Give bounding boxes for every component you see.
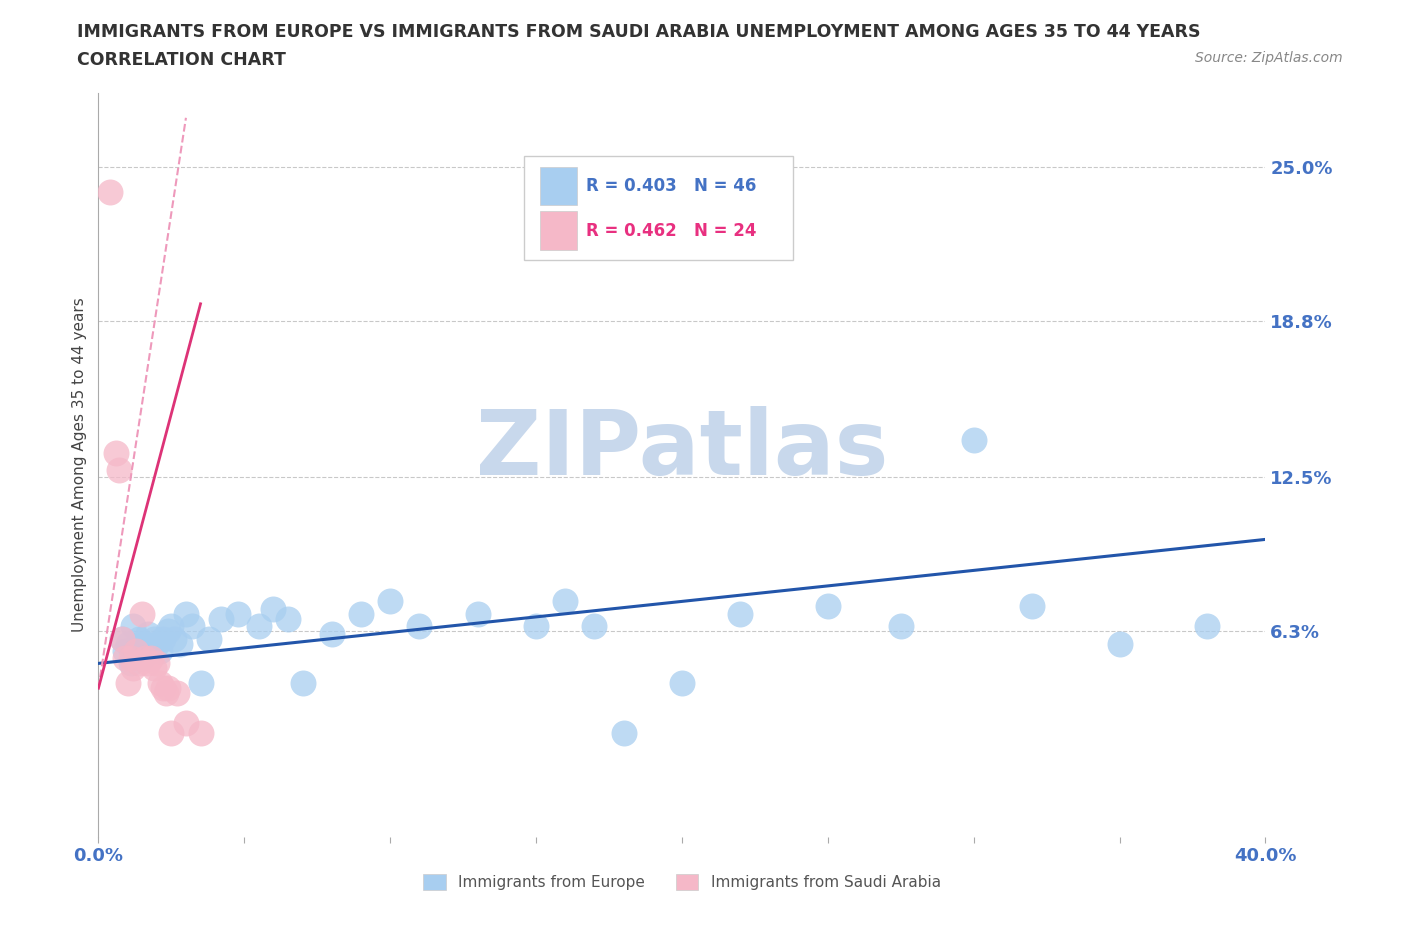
Point xyxy=(524,618,547,633)
Point xyxy=(122,661,145,676)
Point xyxy=(180,618,202,633)
Point xyxy=(163,631,186,646)
Point xyxy=(198,631,221,646)
Point xyxy=(134,636,156,651)
Point xyxy=(114,651,136,666)
Point xyxy=(247,618,270,633)
Point xyxy=(166,685,188,700)
Point xyxy=(146,656,169,671)
Point xyxy=(350,606,373,621)
Point xyxy=(277,611,299,626)
Y-axis label: Unemployment Among Ages 35 to 44 years: Unemployment Among Ages 35 to 44 years xyxy=(72,298,87,632)
Point xyxy=(131,651,153,666)
FancyBboxPatch shape xyxy=(540,211,576,250)
Point xyxy=(136,626,159,641)
Point xyxy=(117,676,139,691)
Point xyxy=(408,618,430,633)
Point xyxy=(149,644,172,658)
Point xyxy=(1021,599,1043,614)
Point xyxy=(139,651,162,666)
Text: IMMIGRANTS FROM EUROPE VS IMMIGRANTS FROM SAUDI ARABIA UNEMPLOYMENT AMONG AGES 3: IMMIGRANTS FROM EUROPE VS IMMIGRANTS FRO… xyxy=(77,23,1201,41)
Point xyxy=(467,606,489,621)
Point xyxy=(228,606,250,621)
Point xyxy=(114,644,136,658)
Point xyxy=(155,685,177,700)
Point xyxy=(98,185,121,200)
Point xyxy=(1195,618,1218,633)
Point xyxy=(117,636,139,651)
Point xyxy=(174,606,197,621)
Point xyxy=(152,631,174,646)
Point xyxy=(108,462,131,477)
Point xyxy=(149,676,172,691)
Point xyxy=(120,656,142,671)
Point xyxy=(583,618,606,633)
Text: CORRELATION CHART: CORRELATION CHART xyxy=(77,51,287,69)
Point xyxy=(209,611,232,626)
Point xyxy=(152,681,174,696)
Point xyxy=(174,715,197,730)
Text: R = 0.462   N = 24: R = 0.462 N = 24 xyxy=(586,221,756,240)
Point xyxy=(554,594,576,609)
FancyBboxPatch shape xyxy=(540,166,576,206)
Point xyxy=(128,631,150,646)
Point xyxy=(160,725,183,740)
Point xyxy=(146,636,169,651)
Point xyxy=(111,631,134,646)
Point xyxy=(157,681,180,696)
Point xyxy=(321,626,343,641)
Point xyxy=(134,651,156,666)
FancyBboxPatch shape xyxy=(524,156,793,260)
Text: R = 0.403   N = 46: R = 0.403 N = 46 xyxy=(586,177,756,195)
Point xyxy=(190,676,212,691)
Point xyxy=(104,445,127,460)
Point xyxy=(131,606,153,621)
Point xyxy=(111,631,134,646)
Point xyxy=(1108,636,1130,651)
Point xyxy=(612,725,634,740)
Point xyxy=(128,656,150,671)
Point xyxy=(671,676,693,691)
Point xyxy=(142,661,165,676)
Point xyxy=(730,606,752,621)
Text: Source: ZipAtlas.com: Source: ZipAtlas.com xyxy=(1195,51,1343,65)
Point xyxy=(120,651,142,666)
Point xyxy=(962,432,984,447)
Point xyxy=(125,644,148,658)
Legend: Immigrants from Europe, Immigrants from Saudi Arabia: Immigrants from Europe, Immigrants from … xyxy=(418,868,946,897)
Point xyxy=(139,644,162,658)
Point xyxy=(262,602,284,617)
Text: ZIPatlas: ZIPatlas xyxy=(475,406,889,494)
Point xyxy=(291,676,314,691)
Point xyxy=(142,631,165,646)
Point xyxy=(160,618,183,633)
Point xyxy=(890,618,912,633)
Point xyxy=(136,656,159,671)
Point xyxy=(169,636,191,651)
Point xyxy=(122,618,145,633)
Point xyxy=(380,594,402,609)
Point xyxy=(125,644,148,658)
Point xyxy=(190,725,212,740)
Point xyxy=(157,624,180,639)
Point xyxy=(817,599,839,614)
